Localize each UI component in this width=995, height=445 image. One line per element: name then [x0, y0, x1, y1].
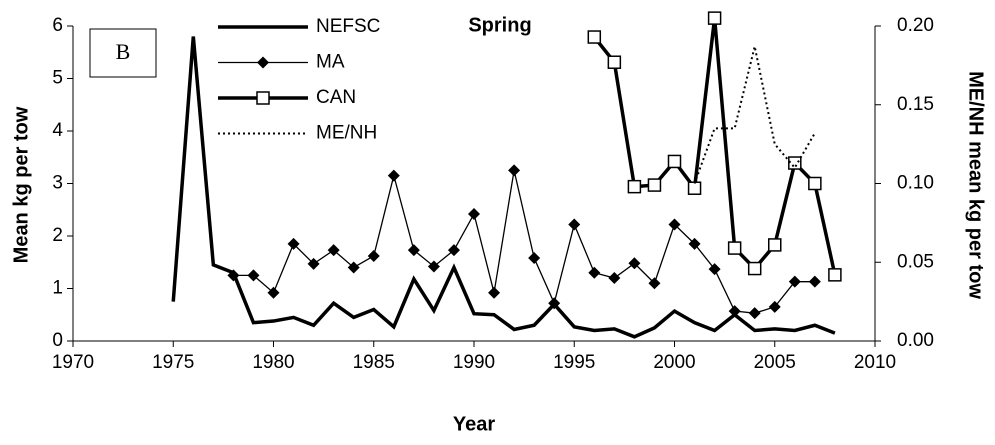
y-tick-label: 2	[52, 225, 63, 246]
y-tick-label: 3	[52, 173, 63, 194]
diamond-marker	[668, 218, 681, 231]
x-tick-label: 1995	[553, 352, 595, 373]
diamond-marker	[768, 300, 781, 313]
diamond-marker	[608, 272, 621, 284]
x-tick-label: 1985	[353, 352, 395, 373]
diamond-marker	[548, 297, 561, 310]
square-marker	[768, 238, 782, 252]
square-marker	[788, 156, 802, 170]
y2-axis-title: ME/NH mean kg per tow	[965, 71, 987, 299]
diamond-marker	[468, 207, 480, 220]
y2-tick-label: 0.00	[897, 330, 934, 351]
diamond-marker	[387, 169, 400, 182]
diamond-marker	[347, 261, 360, 274]
diamond-marker	[367, 249, 380, 262]
diamond-marker	[628, 257, 641, 270]
x-axis-title: Year	[453, 413, 495, 435]
legend-label: MA	[316, 52, 345, 73]
y2-tick-label: 0.05	[897, 251, 934, 272]
diamond-marker	[227, 269, 240, 282]
y-tick-label: 1	[52, 278, 63, 299]
square-marker	[607, 55, 622, 69]
diamond-marker	[808, 275, 821, 288]
x-tick-label: 2010	[854, 352, 896, 373]
panel-label: B	[116, 39, 131, 64]
panel-box	[89, 28, 157, 78]
diamond-marker	[427, 260, 440, 273]
legend-label: ME/NH	[316, 123, 377, 144]
y-axis-title: Mean kg per tow	[10, 106, 32, 263]
diamond-marker	[407, 244, 420, 257]
diamond-marker	[257, 56, 269, 69]
square-marker	[647, 178, 662, 192]
square-marker	[828, 268, 842, 282]
series-line	[171, 36, 836, 339]
plot-area	[171, 11, 842, 339]
diamond-marker	[508, 164, 521, 177]
square-marker	[627, 179, 642, 194]
series-line	[233, 170, 815, 314]
y2-tick-label: 0.10	[897, 173, 934, 194]
x-tick-label: 1980	[252, 352, 294, 373]
diamond-marker	[247, 269, 260, 282]
diamond-marker	[488, 286, 501, 299]
diamond-marker	[447, 244, 460, 257]
diamond-marker	[688, 237, 701, 250]
diamond-marker	[287, 237, 300, 250]
y-tick-label: 0	[52, 330, 63, 351]
diamond-marker	[267, 286, 280, 299]
x-tick-label: 2005	[754, 352, 796, 373]
y2-tick-label: 0.15	[897, 94, 934, 115]
y-tick-label: 5	[52, 68, 63, 89]
square-marker	[587, 30, 602, 44]
square-marker	[256, 91, 270, 105]
x-tick-label: 1990	[453, 352, 495, 373]
diamond-marker	[728, 305, 741, 318]
x-tick-label: 2000	[653, 352, 695, 373]
square-marker	[687, 181, 702, 195]
chart-title: Spring	[468, 14, 531, 36]
diamond-marker	[568, 218, 581, 231]
square-marker	[707, 11, 722, 25]
square-marker	[808, 176, 822, 191]
y-tick-label: 6	[52, 15, 63, 36]
x-tick-label: 1975	[152, 352, 194, 373]
series-line	[592, 17, 837, 276]
diamond-marker	[748, 307, 761, 320]
y-tick-label: 4	[52, 120, 63, 141]
square-marker	[747, 261, 762, 276]
diamond-marker	[327, 244, 340, 257]
legend-label: CAN	[316, 87, 356, 108]
square-marker	[727, 241, 742, 255]
diamond-marker	[648, 277, 661, 290]
diamond-marker	[788, 275, 801, 288]
x-tick-label: 1970	[52, 352, 94, 373]
diamond-marker	[528, 252, 541, 265]
square-marker	[667, 154, 682, 169]
legend-label: NEFSC	[316, 16, 380, 37]
diamond-marker	[588, 266, 601, 279]
diamond-marker	[307, 257, 320, 270]
diamond-marker	[708, 263, 721, 276]
y2-tick-label: 0.20	[897, 15, 934, 36]
